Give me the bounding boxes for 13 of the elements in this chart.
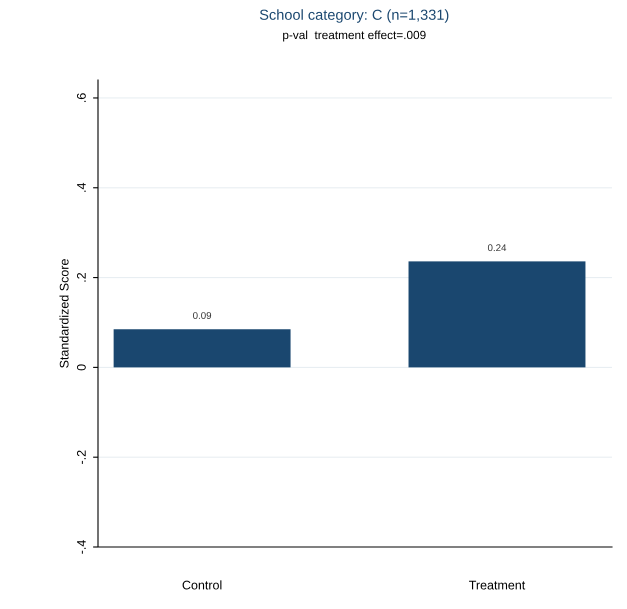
data-label: 0.24 (488, 244, 506, 252)
chart-subtitle: p-val treatment effect=.009 (283, 30, 426, 42)
y-axis-title: Standardized Score (59, 259, 69, 368)
y-tick-label: 0 (76, 364, 86, 370)
chart-title: School category: C (n=1,331) (260, 9, 448, 23)
y-tick-label: -.4 (77, 540, 86, 554)
data-label: 0.09 (193, 312, 212, 319)
y-tick-label: .2 (76, 272, 86, 282)
y-tick-label: .4 (77, 182, 86, 192)
x-tick-label: Control (182, 580, 222, 590)
y-tick-label: .6 (76, 93, 86, 102)
y-tick-label: -.2 (76, 450, 86, 464)
x-tick-label: Treatment (469, 580, 526, 590)
